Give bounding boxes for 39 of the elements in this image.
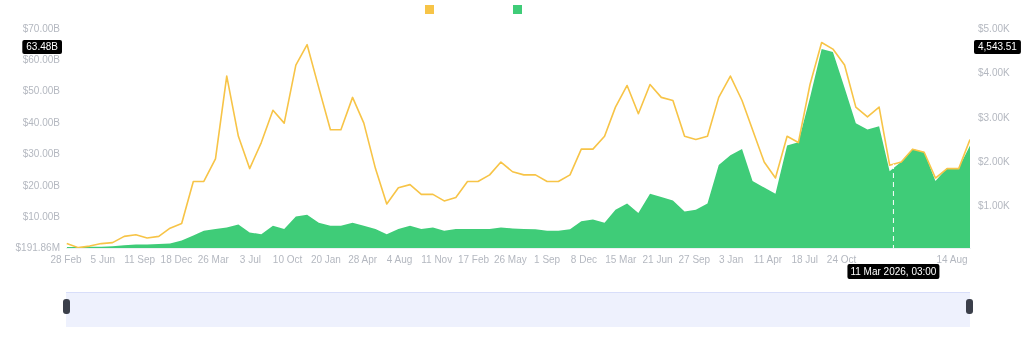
x-tick-label: 15 Mar (605, 253, 637, 265)
x-tick-label: 11 Nov (421, 253, 453, 265)
x-tick-label: 1 Sep (534, 253, 561, 265)
x-tick-label: 17 Feb (457, 253, 490, 265)
y-tick-label: $191.86M (15, 241, 60, 253)
y2-tick-label: $2.00K (978, 156, 1011, 168)
y-tick-label: $20.00B (22, 179, 61, 191)
x-tick-label: 11 Apr (753, 253, 783, 265)
x-tick-label: 26 Mar (197, 253, 230, 265)
text: 63.48B (26, 41, 59, 53)
text: 4,543.51 (977, 41, 1018, 53)
x-tick-label: 27 Sep (678, 253, 711, 265)
x-tick-label: 3 Jul (239, 253, 261, 265)
x-tick-label: 28 Feb (50, 253, 82, 265)
y-tick-label: $60.00B (22, 54, 61, 66)
y2-tick-label: $3.00K (978, 111, 1011, 123)
x-tick-label: 4 Aug (386, 253, 413, 265)
x-tick-label: 24 Oct (826, 253, 857, 265)
x-tick-label: 18 Jul (791, 253, 819, 265)
x-tick-label: 11 Sep (124, 253, 156, 265)
y-tick-label: $40.00B (22, 116, 61, 128)
y2-tick-label: $5.00K (978, 22, 1011, 34)
y2-tick-label: $4.00K (978, 67, 1011, 79)
x-tick-label: 21 Jun (642, 253, 673, 265)
x-tick-label: 20 Jan (310, 253, 341, 265)
x-tick-label: 18 Dec (160, 253, 193, 265)
y2-tick-label: $1.00K (978, 200, 1011, 212)
ref-line-label: 11 Mar 2026, 03:00 (850, 265, 937, 277)
x-tick-label: 10 Oct (272, 253, 303, 265)
y-tick-label: $50.00B (22, 85, 61, 97)
x-tick-label: 3 Jan (718, 253, 744, 265)
x-tick-label: 28 Apr (348, 253, 378, 265)
y-tick-label: $70.00B (22, 22, 61, 34)
x-tick-label: 5 Jun (90, 253, 116, 265)
x-tick-label: 8 Dec (570, 253, 597, 265)
y-tick-label: $10.00B (22, 210, 61, 222)
x-tick-label: 14 Aug (936, 253, 968, 265)
y-tick-label: $30.00B (22, 148, 61, 160)
x-tick-label: 26 May (493, 253, 527, 265)
